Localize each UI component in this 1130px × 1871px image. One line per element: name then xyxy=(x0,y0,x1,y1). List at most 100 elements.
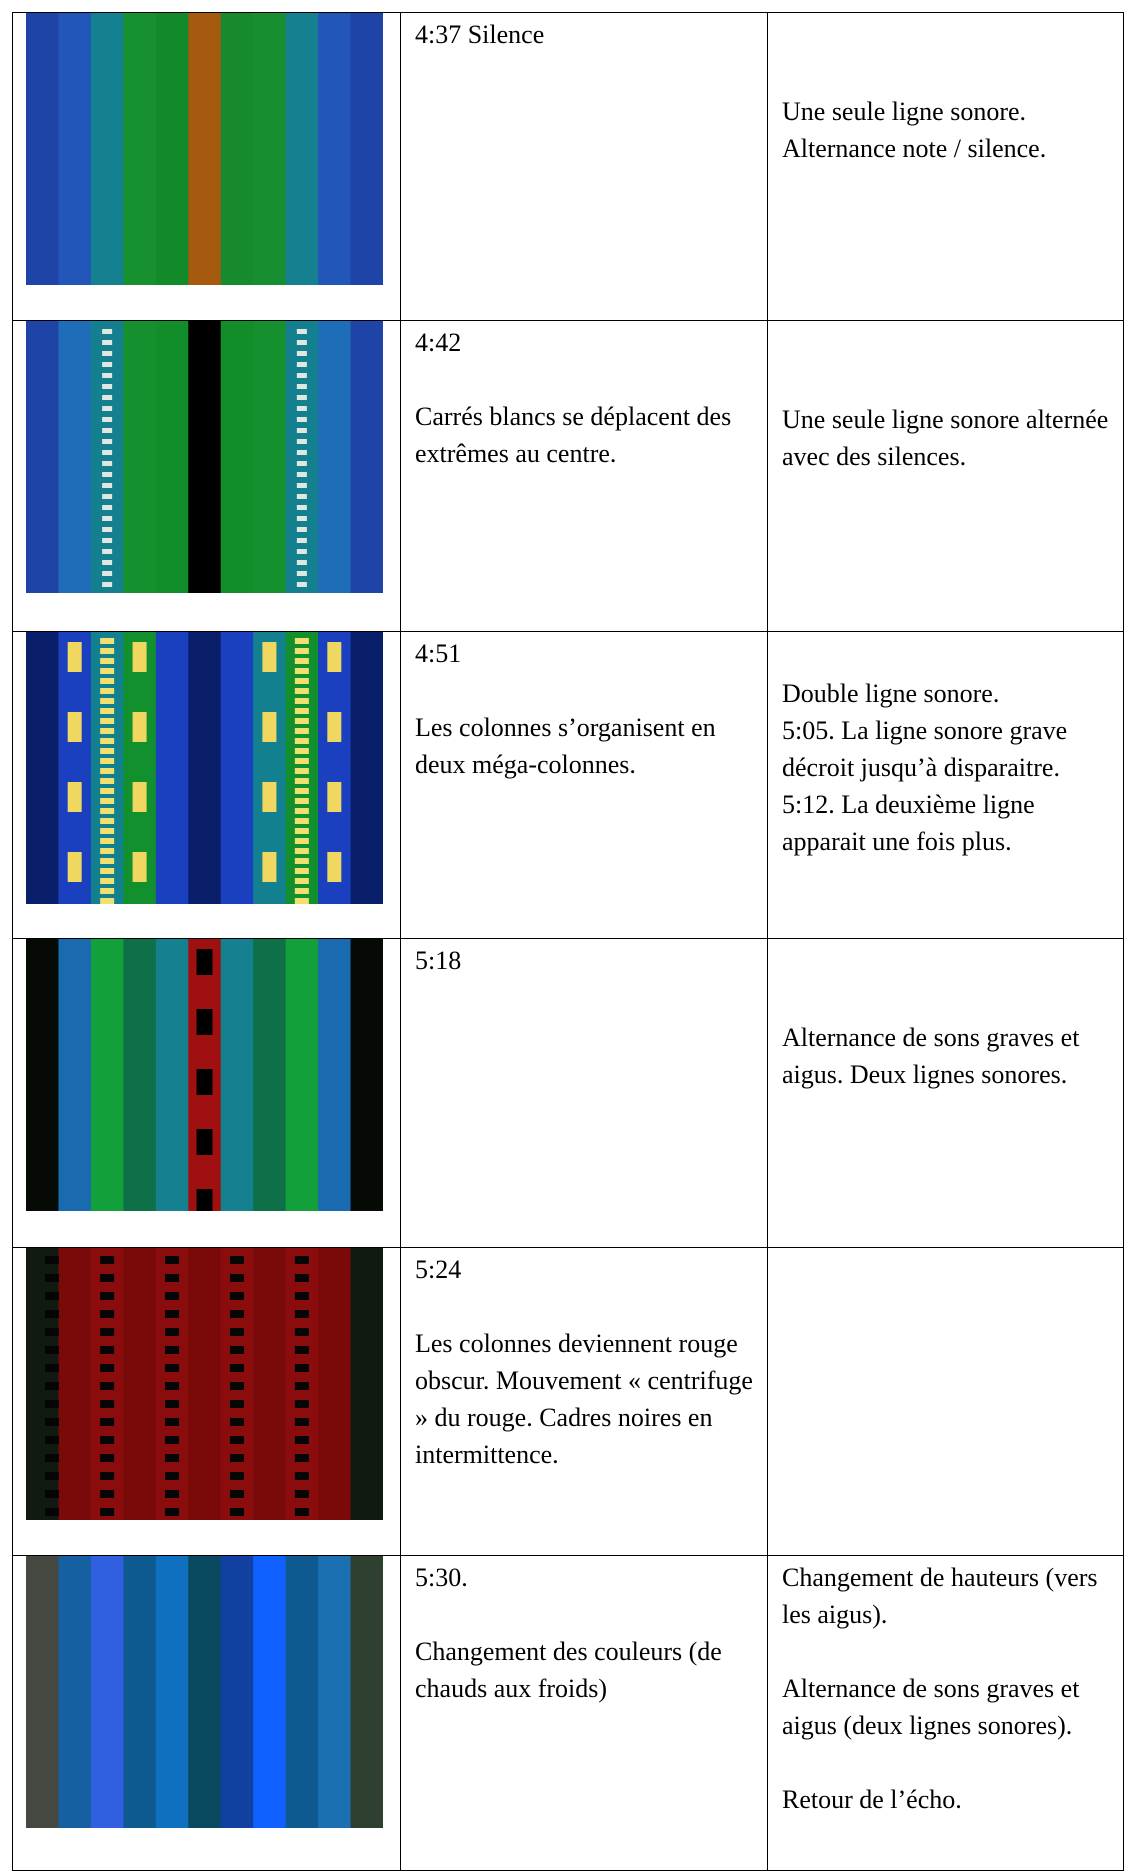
square xyxy=(262,642,277,672)
square xyxy=(67,852,82,882)
square xyxy=(294,838,309,844)
square xyxy=(165,1346,180,1354)
square xyxy=(44,1454,59,1462)
paragraph: Retour de l’écho. xyxy=(782,1785,962,1814)
square xyxy=(165,1382,180,1390)
square xyxy=(100,1292,115,1300)
square xyxy=(294,728,309,734)
stripe xyxy=(220,13,254,285)
stripe xyxy=(26,321,59,593)
square xyxy=(102,516,113,521)
square xyxy=(296,406,307,411)
stripe xyxy=(285,13,319,285)
square xyxy=(294,828,309,834)
square xyxy=(102,384,113,389)
video-frame xyxy=(26,1556,383,1828)
square xyxy=(294,678,309,684)
stripe xyxy=(26,632,59,904)
square xyxy=(100,708,115,714)
stripe xyxy=(155,939,189,1211)
square xyxy=(294,1328,309,1336)
square xyxy=(296,340,307,345)
square xyxy=(229,1418,244,1426)
square xyxy=(294,758,309,764)
square xyxy=(296,362,307,367)
stripe xyxy=(155,1556,189,1828)
square xyxy=(102,560,113,565)
square xyxy=(296,373,307,378)
square xyxy=(294,718,309,724)
square xyxy=(294,668,309,674)
stripe xyxy=(90,13,124,285)
paragraph: 5:30. xyxy=(415,1563,468,1592)
square xyxy=(44,1400,59,1408)
square xyxy=(100,798,115,804)
paragraph: 4:51 xyxy=(415,639,462,668)
image-cell xyxy=(12,12,401,321)
description-cell: 5:24 Les colonnes deviennent rouge obscur… xyxy=(400,1247,768,1556)
square xyxy=(294,778,309,784)
stripe xyxy=(26,13,59,285)
square xyxy=(100,818,115,824)
stripe xyxy=(188,13,222,285)
paragraph: Alternance de sons graves et aigus. Deux… xyxy=(782,1023,1080,1089)
square xyxy=(229,1436,244,1444)
square xyxy=(102,483,113,488)
paragraph: Changement des couleurs (de chauds aux f… xyxy=(415,1637,722,1703)
square xyxy=(296,549,307,554)
square xyxy=(100,688,115,694)
square xyxy=(165,1454,180,1462)
square xyxy=(44,1274,59,1282)
square xyxy=(102,527,113,532)
square xyxy=(132,782,147,812)
square xyxy=(229,1328,244,1336)
square xyxy=(102,340,113,345)
image-cell xyxy=(12,320,401,632)
square xyxy=(102,439,113,444)
stripe xyxy=(123,1248,157,1520)
square xyxy=(100,778,115,784)
stripe xyxy=(318,1556,352,1828)
square xyxy=(44,1328,59,1336)
square xyxy=(44,1508,59,1516)
square xyxy=(294,1454,309,1462)
square xyxy=(296,538,307,543)
square xyxy=(294,1490,309,1498)
notes-cell: Une seule ligne sonore alternée avec des… xyxy=(767,320,1124,632)
square xyxy=(44,1490,59,1498)
square xyxy=(100,738,115,744)
square xyxy=(44,1292,59,1300)
square xyxy=(229,1382,244,1390)
paragraph: Carrés blancs se déplacent des extrêmes … xyxy=(415,402,732,468)
image-cell xyxy=(12,1247,401,1556)
square xyxy=(294,848,309,854)
square xyxy=(294,818,309,824)
stripe xyxy=(123,321,157,593)
square xyxy=(100,828,115,834)
square xyxy=(102,549,113,554)
square xyxy=(296,417,307,422)
square xyxy=(102,329,113,334)
video-frame xyxy=(26,13,383,285)
paragraph: Les colonnes s’organisent en deux méga-c… xyxy=(415,713,716,779)
square xyxy=(294,888,309,894)
square xyxy=(296,582,307,587)
square xyxy=(44,1256,59,1264)
square xyxy=(196,949,213,975)
square xyxy=(262,782,277,812)
stripe xyxy=(253,321,287,593)
square xyxy=(229,1310,244,1318)
stripe xyxy=(58,13,92,285)
square xyxy=(100,1436,115,1444)
square xyxy=(165,1472,180,1480)
square xyxy=(196,1189,213,1211)
stripe xyxy=(350,13,383,285)
square xyxy=(100,648,115,654)
square xyxy=(165,1508,180,1516)
notes-cell: Alternance de sons graves et aigus. Deux… xyxy=(767,938,1124,1248)
square xyxy=(294,748,309,754)
square xyxy=(294,648,309,654)
stripe xyxy=(26,939,59,1211)
square xyxy=(229,1274,244,1282)
stripe xyxy=(123,1556,157,1828)
